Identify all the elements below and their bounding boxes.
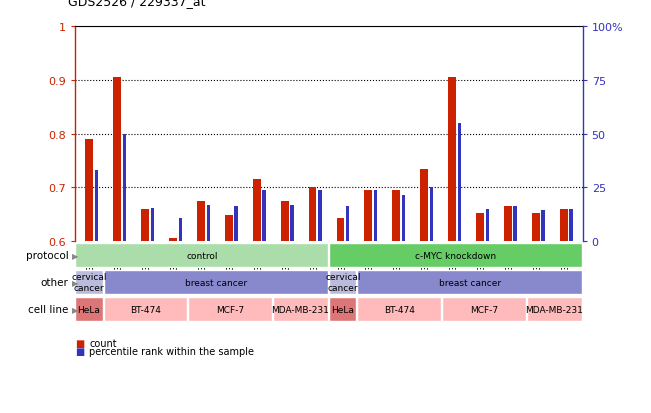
Text: ▶: ▶ — [72, 305, 78, 314]
Bar — [346, 206, 350, 242]
Bar — [365, 191, 372, 242]
Bar — [458, 123, 461, 242]
Bar — [104, 271, 328, 294]
Text: MDA-MB-231: MDA-MB-231 — [271, 305, 329, 314]
Bar — [225, 216, 233, 242]
Bar — [76, 271, 103, 294]
Bar — [329, 244, 582, 268]
Bar — [281, 201, 288, 242]
Text: c-MYC knockdown: c-MYC knockdown — [415, 251, 496, 260]
Text: count: count — [89, 339, 117, 349]
Bar — [442, 297, 526, 321]
Bar — [560, 209, 568, 242]
Bar — [123, 134, 126, 242]
Bar — [188, 297, 272, 321]
Text: control: control — [186, 251, 217, 260]
Bar — [329, 297, 357, 321]
Text: HeLa: HeLa — [331, 305, 354, 314]
Bar — [337, 218, 344, 242]
Bar — [542, 211, 545, 242]
Bar — [421, 169, 428, 242]
Text: cell line: cell line — [28, 304, 68, 314]
Text: MCF-7: MCF-7 — [470, 305, 498, 314]
Bar — [476, 214, 484, 242]
Text: HeLa: HeLa — [77, 305, 100, 314]
Text: GDS2526 / 229337_at: GDS2526 / 229337_at — [68, 0, 206, 8]
Bar — [318, 191, 322, 242]
Bar — [76, 244, 328, 268]
Text: breast cancer: breast cancer — [439, 278, 501, 287]
Text: ■: ■ — [75, 339, 84, 349]
Bar — [569, 209, 573, 242]
Bar — [141, 209, 149, 242]
Bar — [104, 297, 187, 321]
Text: percentile rank within the sample: percentile rank within the sample — [89, 346, 254, 356]
Bar — [206, 205, 210, 242]
Bar — [234, 206, 238, 242]
Bar — [532, 214, 540, 242]
Bar — [486, 209, 489, 242]
Text: MDA-MB-231: MDA-MB-231 — [525, 305, 583, 314]
Bar — [178, 218, 182, 242]
Bar — [273, 297, 328, 321]
Bar — [357, 271, 582, 294]
Bar — [76, 297, 103, 321]
Text: breast cancer: breast cancer — [185, 278, 247, 287]
Text: MCF-7: MCF-7 — [216, 305, 244, 314]
Bar — [329, 271, 357, 294]
Bar — [85, 140, 93, 242]
Bar — [357, 297, 441, 321]
Text: protocol: protocol — [25, 251, 68, 261]
Bar — [151, 208, 154, 242]
Bar — [309, 188, 316, 242]
Bar — [197, 201, 205, 242]
Bar — [290, 205, 294, 242]
Bar — [374, 191, 378, 242]
Bar — [253, 180, 260, 242]
Bar — [430, 188, 433, 242]
Bar — [169, 239, 177, 242]
Bar — [448, 78, 456, 242]
Text: ▶: ▶ — [72, 251, 78, 260]
Text: BT-474: BT-474 — [384, 305, 415, 314]
Bar — [262, 191, 266, 242]
Text: cervical
cancer: cervical cancer — [71, 273, 107, 292]
Text: BT-474: BT-474 — [130, 305, 161, 314]
Bar — [504, 206, 512, 242]
Bar — [527, 297, 582, 321]
Bar — [113, 78, 121, 242]
Bar — [393, 191, 400, 242]
Text: other: other — [40, 278, 68, 287]
Text: cervical
cancer: cervical cancer — [325, 273, 361, 292]
Text: ▶: ▶ — [72, 278, 78, 287]
Bar — [402, 195, 405, 242]
Bar — [514, 206, 517, 242]
Bar — [95, 170, 98, 242]
Text: ■: ■ — [75, 346, 84, 356]
